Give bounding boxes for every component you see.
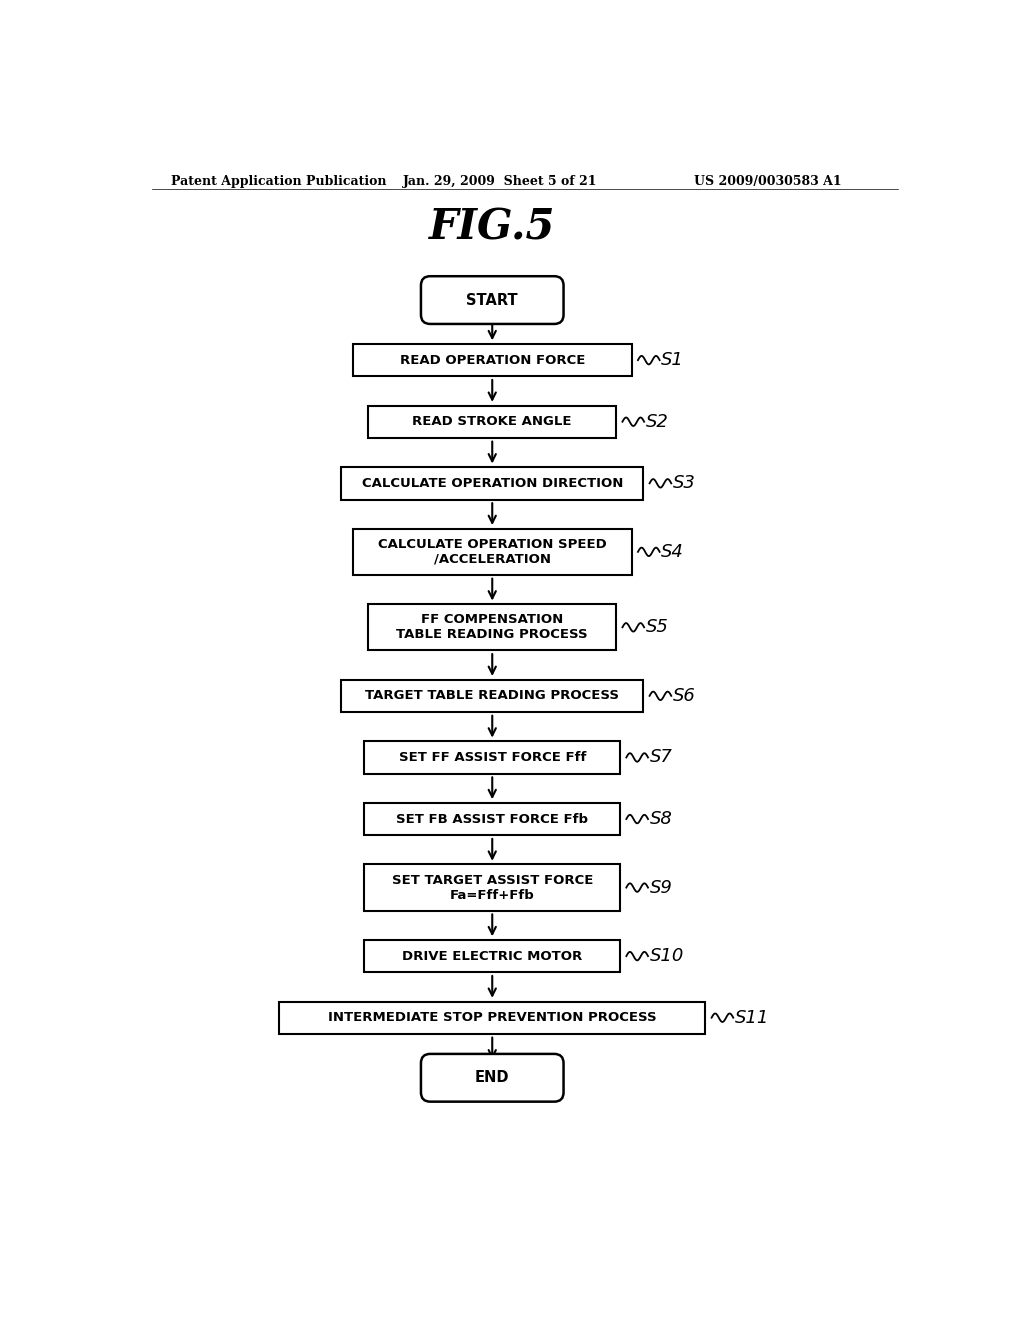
Text: CALCULATE OPERATION DIRECTION: CALCULATE OPERATION DIRECTION — [361, 477, 623, 490]
Bar — [352, 345, 632, 376]
Text: S4: S4 — [662, 543, 684, 561]
Text: Patent Application Publication: Patent Application Publication — [171, 176, 386, 189]
Text: S9: S9 — [649, 879, 673, 896]
Text: FIG.5: FIG.5 — [429, 206, 555, 248]
Text: START: START — [467, 293, 518, 308]
Text: CALCULATE OPERATION SPEED
/ACCELERATION: CALCULATE OPERATION SPEED /ACCELERATION — [378, 537, 606, 566]
Text: S5: S5 — [646, 618, 669, 636]
Bar — [365, 742, 621, 774]
Text: S11: S11 — [735, 1008, 769, 1027]
Text: S8: S8 — [649, 810, 673, 828]
Text: FF COMPENSATION
TABLE READING PROCESS: FF COMPENSATION TABLE READING PROCESS — [396, 614, 588, 642]
Bar — [369, 405, 616, 438]
FancyBboxPatch shape — [421, 1053, 563, 1102]
Text: US 2009/0030583 A1: US 2009/0030583 A1 — [693, 176, 842, 189]
Text: SET FB ASSIST FORCE Ffb: SET FB ASSIST FORCE Ffb — [396, 813, 588, 825]
Bar — [365, 940, 621, 973]
Text: S3: S3 — [673, 474, 695, 492]
Bar — [341, 680, 643, 711]
Text: READ OPERATION FORCE: READ OPERATION FORCE — [399, 354, 585, 367]
Text: Jan. 29, 2009  Sheet 5 of 21: Jan. 29, 2009 Sheet 5 of 21 — [403, 176, 598, 189]
Bar — [352, 529, 632, 576]
Text: READ STROKE ANGLE: READ STROKE ANGLE — [413, 416, 572, 428]
Text: SET FF ASSIST FORCE Fff: SET FF ASSIST FORCE Fff — [398, 751, 586, 764]
Text: S10: S10 — [649, 948, 684, 965]
FancyBboxPatch shape — [421, 276, 563, 323]
Text: END: END — [475, 1071, 510, 1085]
Text: S6: S6 — [673, 686, 695, 705]
Text: DRIVE ELECTRIC MOTOR: DRIVE ELECTRIC MOTOR — [402, 949, 583, 962]
Text: S2: S2 — [646, 413, 669, 430]
Bar — [369, 605, 616, 651]
Text: S7: S7 — [649, 748, 673, 767]
Bar — [280, 1002, 706, 1034]
Bar — [365, 803, 621, 836]
Text: INTERMEDIATE STOP PREVENTION PROCESS: INTERMEDIATE STOP PREVENTION PROCESS — [328, 1011, 656, 1024]
Bar — [365, 865, 621, 911]
Text: SET TARGET ASSIST FORCE
Fa=Fff+Ffb: SET TARGET ASSIST FORCE Fa=Fff+Ffb — [391, 874, 593, 902]
Bar — [341, 467, 643, 499]
Text: TARGET TABLE READING PROCESS: TARGET TABLE READING PROCESS — [366, 689, 620, 702]
Text: S1: S1 — [662, 351, 684, 370]
